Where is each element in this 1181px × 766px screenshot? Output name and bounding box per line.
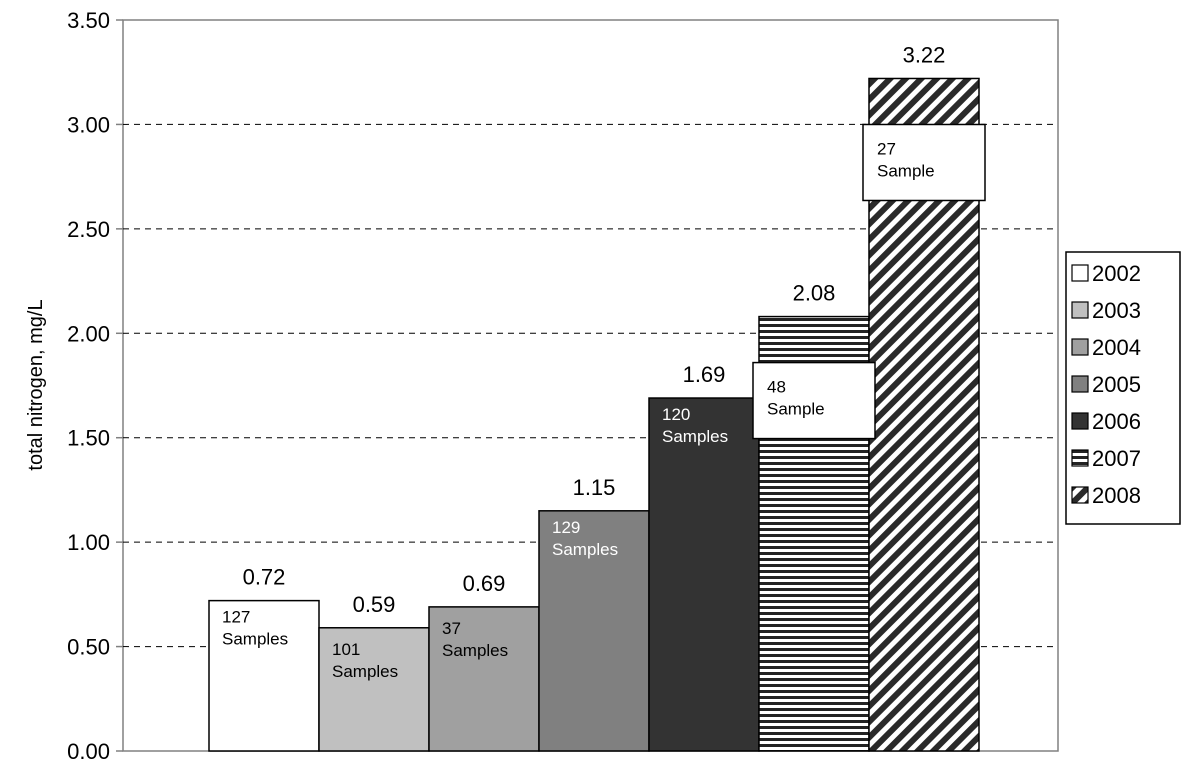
bar-2003 bbox=[318, 627, 430, 752]
sample-label-2007-line2: Sample bbox=[767, 400, 825, 419]
sample-label-2002-line2: Samples bbox=[222, 630, 288, 649]
sample-label-2006-line2: Samples bbox=[662, 427, 728, 446]
legend-label-2006: 2006 bbox=[1092, 409, 1141, 434]
sample-label-2005-line1: 129 bbox=[552, 518, 580, 537]
legend-swatch-2005 bbox=[1071, 375, 1089, 393]
sample-label-2003-line2: Samples bbox=[332, 662, 398, 681]
legend-label-2003: 2003 bbox=[1092, 298, 1141, 323]
value-label-2003: 0.59 bbox=[353, 592, 396, 617]
sample-label-2004-line2: Samples bbox=[442, 641, 508, 660]
legend-swatch-2003 bbox=[1071, 301, 1089, 319]
sample-label-2003-line1: 101 bbox=[332, 640, 360, 659]
legend-label-2008: 2008 bbox=[1092, 483, 1141, 508]
data-labels: 0.72 127 Samples 0.59 101 Samples 0.69 37 Sample… bbox=[222, 42, 986, 681]
bar-2006 bbox=[648, 397, 760, 752]
y-tick-label: 2.50 bbox=[67, 217, 110, 242]
bar-2004 bbox=[428, 606, 540, 752]
sample-label-2008-line2: Sample bbox=[877, 161, 935, 180]
legend-swatch-2002 bbox=[1071, 264, 1089, 282]
legend-swatch-2007 bbox=[1071, 449, 1089, 467]
value-label-2002: 0.72 bbox=[243, 565, 286, 590]
value-label-2008: 3.22 bbox=[903, 42, 946, 67]
bar-2002 bbox=[208, 599, 320, 752]
y-tick-label: 0.50 bbox=[67, 635, 110, 660]
legend-swatch-2008 bbox=[1071, 486, 1089, 504]
y-tick-label: 3.00 bbox=[67, 112, 110, 137]
legend-swatch-2006 bbox=[1071, 412, 1089, 430]
legend-label-2005: 2005 bbox=[1092, 372, 1141, 397]
y-tick-label: 1.00 bbox=[67, 530, 110, 555]
sample-label-2004-line1: 37 bbox=[442, 619, 461, 638]
bar-2005 bbox=[538, 510, 650, 752]
sample-label-2008-line1: 27 bbox=[877, 139, 896, 158]
y-axis-ticks: 0.00 0.50 1.00 1.50 2.00 2.50 3.00 3.50 bbox=[67, 8, 123, 764]
value-label-2004: 0.69 bbox=[463, 571, 506, 596]
y-tick-label: 1.50 bbox=[67, 426, 110, 451]
legend-label-2007: 2007 bbox=[1092, 446, 1141, 471]
sample-label-2002-line1: 127 bbox=[222, 608, 250, 627]
y-tick-label: 2.00 bbox=[67, 321, 110, 346]
value-label-2005: 1.15 bbox=[573, 475, 616, 500]
sample-label-2006-line1: 120 bbox=[662, 405, 690, 424]
sample-label-2007-line1: 48 bbox=[767, 378, 786, 397]
sample-label-box-2008 bbox=[862, 123, 986, 202]
legend-swatch-2004 bbox=[1071, 338, 1089, 356]
value-label-2007: 2.08 bbox=[793, 281, 836, 306]
y-axis-title: total nitrogen, mg/L bbox=[25, 299, 47, 470]
y-tick-label: 3.50 bbox=[67, 8, 110, 33]
sample-label-2005-line2: Samples bbox=[552, 540, 618, 559]
legend-label-2004: 2004 bbox=[1092, 335, 1141, 360]
sample-label-box-2007 bbox=[752, 361, 876, 440]
legend-label-2002: 2002 bbox=[1092, 261, 1141, 286]
bars bbox=[208, 77, 980, 752]
legend: 2002 2003 2004 2005 2006 2007 2008 bbox=[1065, 251, 1181, 525]
value-label-2006: 1.69 bbox=[683, 362, 726, 387]
y-tick-label: 0.00 bbox=[67, 739, 110, 764]
